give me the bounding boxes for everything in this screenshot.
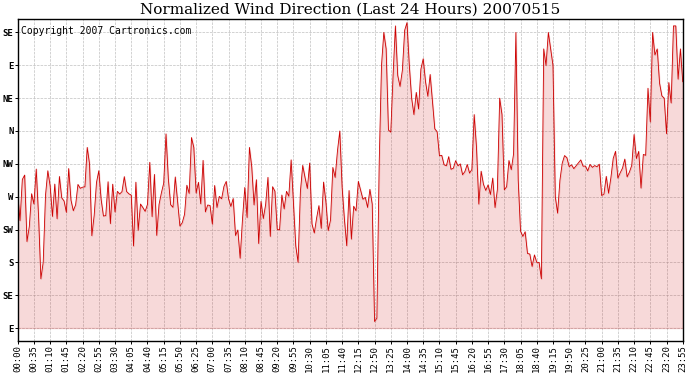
Text: Copyright 2007 Cartronics.com: Copyright 2007 Cartronics.com [21,26,191,36]
Title: Normalized Wind Direction (Last 24 Hours) 20070515: Normalized Wind Direction (Last 24 Hours… [140,3,560,17]
